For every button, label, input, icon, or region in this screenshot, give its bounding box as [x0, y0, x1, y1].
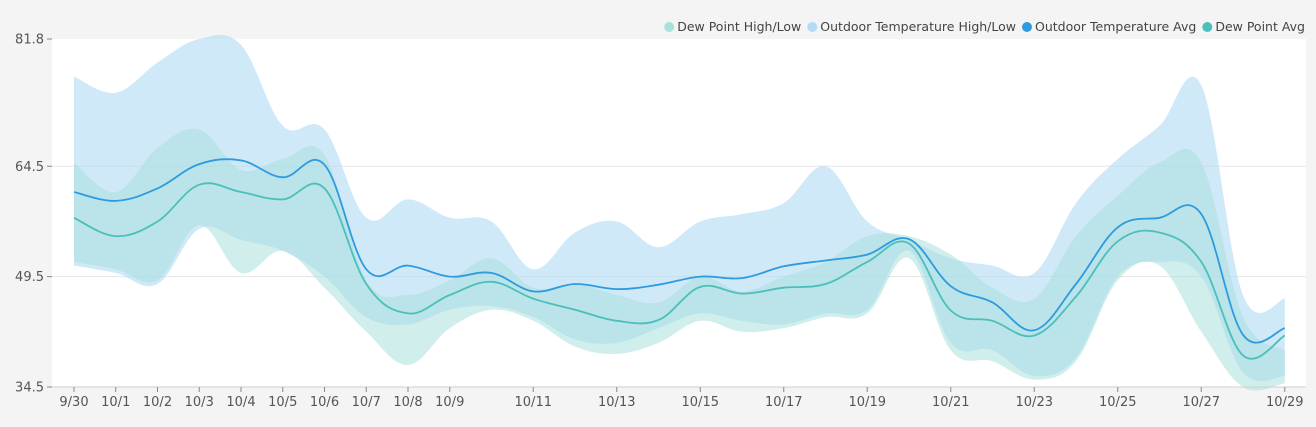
legend-item-outdoor-temperature-avg[interactable]: Outdoor Temperature Avg	[1022, 19, 1196, 34]
legend-label: Dew Point Avg	[1215, 19, 1305, 34]
legend-swatch	[1202, 22, 1213, 32]
x-tick-label: 10/7	[352, 395, 381, 410]
x-tick-label: 10/27	[1183, 395, 1220, 410]
x-tick-label: 10/1	[101, 395, 130, 410]
legend: Dew Point Avg Outdoor Temperature Avg Outd…	[664, 19, 1305, 34]
x-tick-label: 9/30	[59, 395, 88, 410]
legend-item-dew-point-avg[interactable]: Dew Point Avg	[1202, 19, 1305, 34]
dew-point-avg-points	[73, 184, 1285, 356]
x-tick-label: 10/19	[849, 395, 886, 410]
legend-swatch	[664, 22, 675, 32]
x-tick-label: 10/11	[515, 395, 552, 410]
avg-lines	[73, 158, 1286, 360]
y-tick-label: 64.5	[15, 160, 44, 175]
x-tick-label: 10/3	[185, 395, 214, 410]
outdoor-temperature-avg-line	[73, 158, 1286, 344]
x-tick-label: 10/2	[143, 395, 172, 410]
x-tick-label: 10/15	[682, 395, 719, 410]
legend-item-dew-point-high-low[interactable]: Dew Point High/Low	[664, 19, 801, 34]
y-tick-label: 49.5	[15, 270, 44, 285]
outdoor-temperature-avg-points	[73, 160, 1285, 335]
legend-item-outdoor-temperature-high-low[interactable]: Outdoor Temperature High/Low	[807, 19, 1016, 34]
x-tick-label: 10/9	[435, 395, 464, 410]
legend-label: Outdoor Temperature High/Low	[820, 19, 1016, 34]
x-tick-label: 10/29	[1266, 395, 1303, 410]
x-tick-label: 10/4	[226, 395, 255, 410]
y-tick-label: 34.5	[15, 381, 44, 396]
x-tick-label: 10/8	[393, 395, 422, 410]
x-tick-label: 10/13	[598, 395, 635, 410]
x-tick-label: 10/21	[932, 395, 969, 410]
legend-label: Dew Point High/Low	[677, 19, 801, 34]
y-tick-label: 81.8	[15, 33, 44, 48]
x-axis: 9/30 10/1 10/2 10/3 10/4 10/5 10/6 10/7 10/8 10/9…	[52, 386, 1306, 410]
x-tick-label: 10/23	[1016, 395, 1053, 410]
x-tick-label: 10/6	[310, 395, 339, 410]
dew-point-high-low-area	[74, 128, 1285, 391]
legend-label: Outdoor Temperature Avg	[1035, 19, 1196, 34]
dew-point-avg-line	[73, 182, 1286, 360]
x-tick-label: 10/17	[765, 395, 802, 410]
range-areas	[74, 34, 1285, 391]
x-tick-label: 10/5	[268, 395, 297, 410]
legend-swatch	[807, 22, 818, 32]
x-tick-label: 10/25	[1099, 395, 1136, 410]
legend-swatch	[1022, 22, 1032, 32]
